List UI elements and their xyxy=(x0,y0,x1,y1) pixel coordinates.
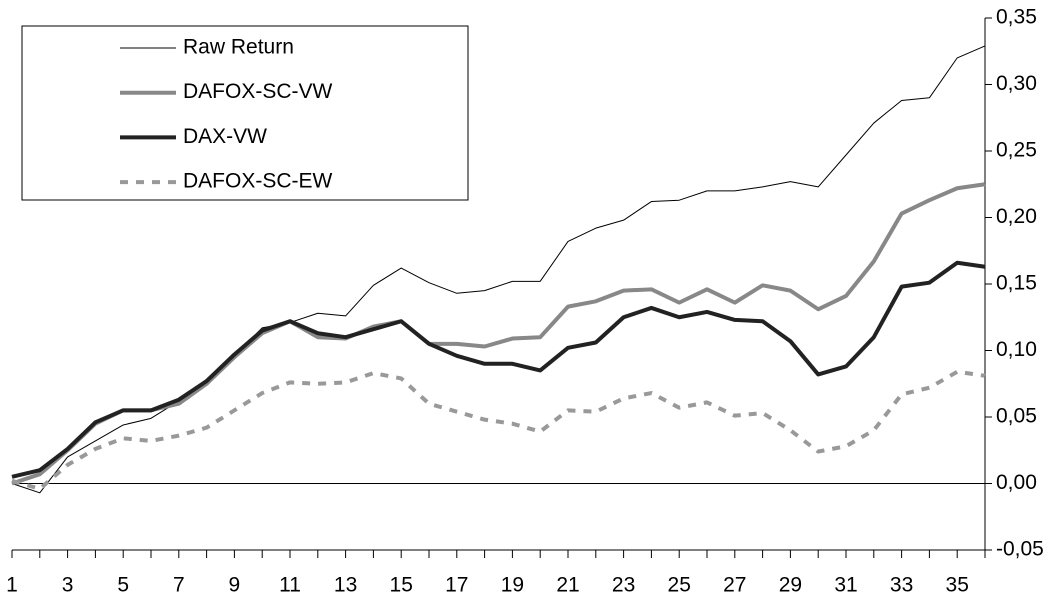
x-tick-label: 23 xyxy=(612,574,635,597)
x-tick-label: 3 xyxy=(62,574,74,597)
x-tick-label: 13 xyxy=(334,574,357,597)
y-tick-label: 0,20 xyxy=(996,205,1037,228)
x-tick-label: 15 xyxy=(390,574,413,597)
x-tick-label: 33 xyxy=(890,574,913,597)
y-tick-label: 0,05 xyxy=(996,405,1037,428)
y-tick-label: 0,15 xyxy=(996,272,1037,295)
y-tick-label: 0,10 xyxy=(996,338,1037,361)
x-tick-label: 29 xyxy=(779,574,802,597)
x-tick-label: 7 xyxy=(173,574,185,597)
legend-label: Raw Return xyxy=(183,36,294,59)
x-tick-label: 17 xyxy=(445,574,468,597)
y-tick-label: 0,25 xyxy=(996,139,1037,162)
x-tick-label: 1 xyxy=(6,574,18,597)
series-line xyxy=(11,369,986,491)
x-tick-label: 11 xyxy=(279,574,301,597)
series-line xyxy=(11,260,986,479)
x-tick-label: 9 xyxy=(229,574,241,597)
y-tick-label: 0,00 xyxy=(996,471,1037,494)
legend-label: DAX-VW xyxy=(183,125,267,148)
y-tick-label: -0,05 xyxy=(996,538,1044,561)
x-tick-label: 5 xyxy=(117,574,129,597)
y-tick-label: 0,35 xyxy=(996,6,1037,29)
y-tick-label: 0,30 xyxy=(996,72,1037,95)
x-tick-label: 19 xyxy=(501,574,524,597)
x-tick-label: 27 xyxy=(723,574,746,597)
x-tick-label: 21 xyxy=(556,574,579,597)
series-line xyxy=(11,182,986,486)
legend: Raw Return DAFOX-SC-VW DAX-VW DAFOX-SC-EW xyxy=(21,25,469,201)
x-tick-label: 35 xyxy=(946,574,969,597)
x-tick-label: 25 xyxy=(668,574,691,597)
legend-label: DAFOX-SC-VW xyxy=(183,80,333,103)
legend-label: DAFOX-SC-EW xyxy=(183,170,333,193)
legend-box xyxy=(21,25,469,201)
x-tick-label: 31 xyxy=(834,574,857,597)
